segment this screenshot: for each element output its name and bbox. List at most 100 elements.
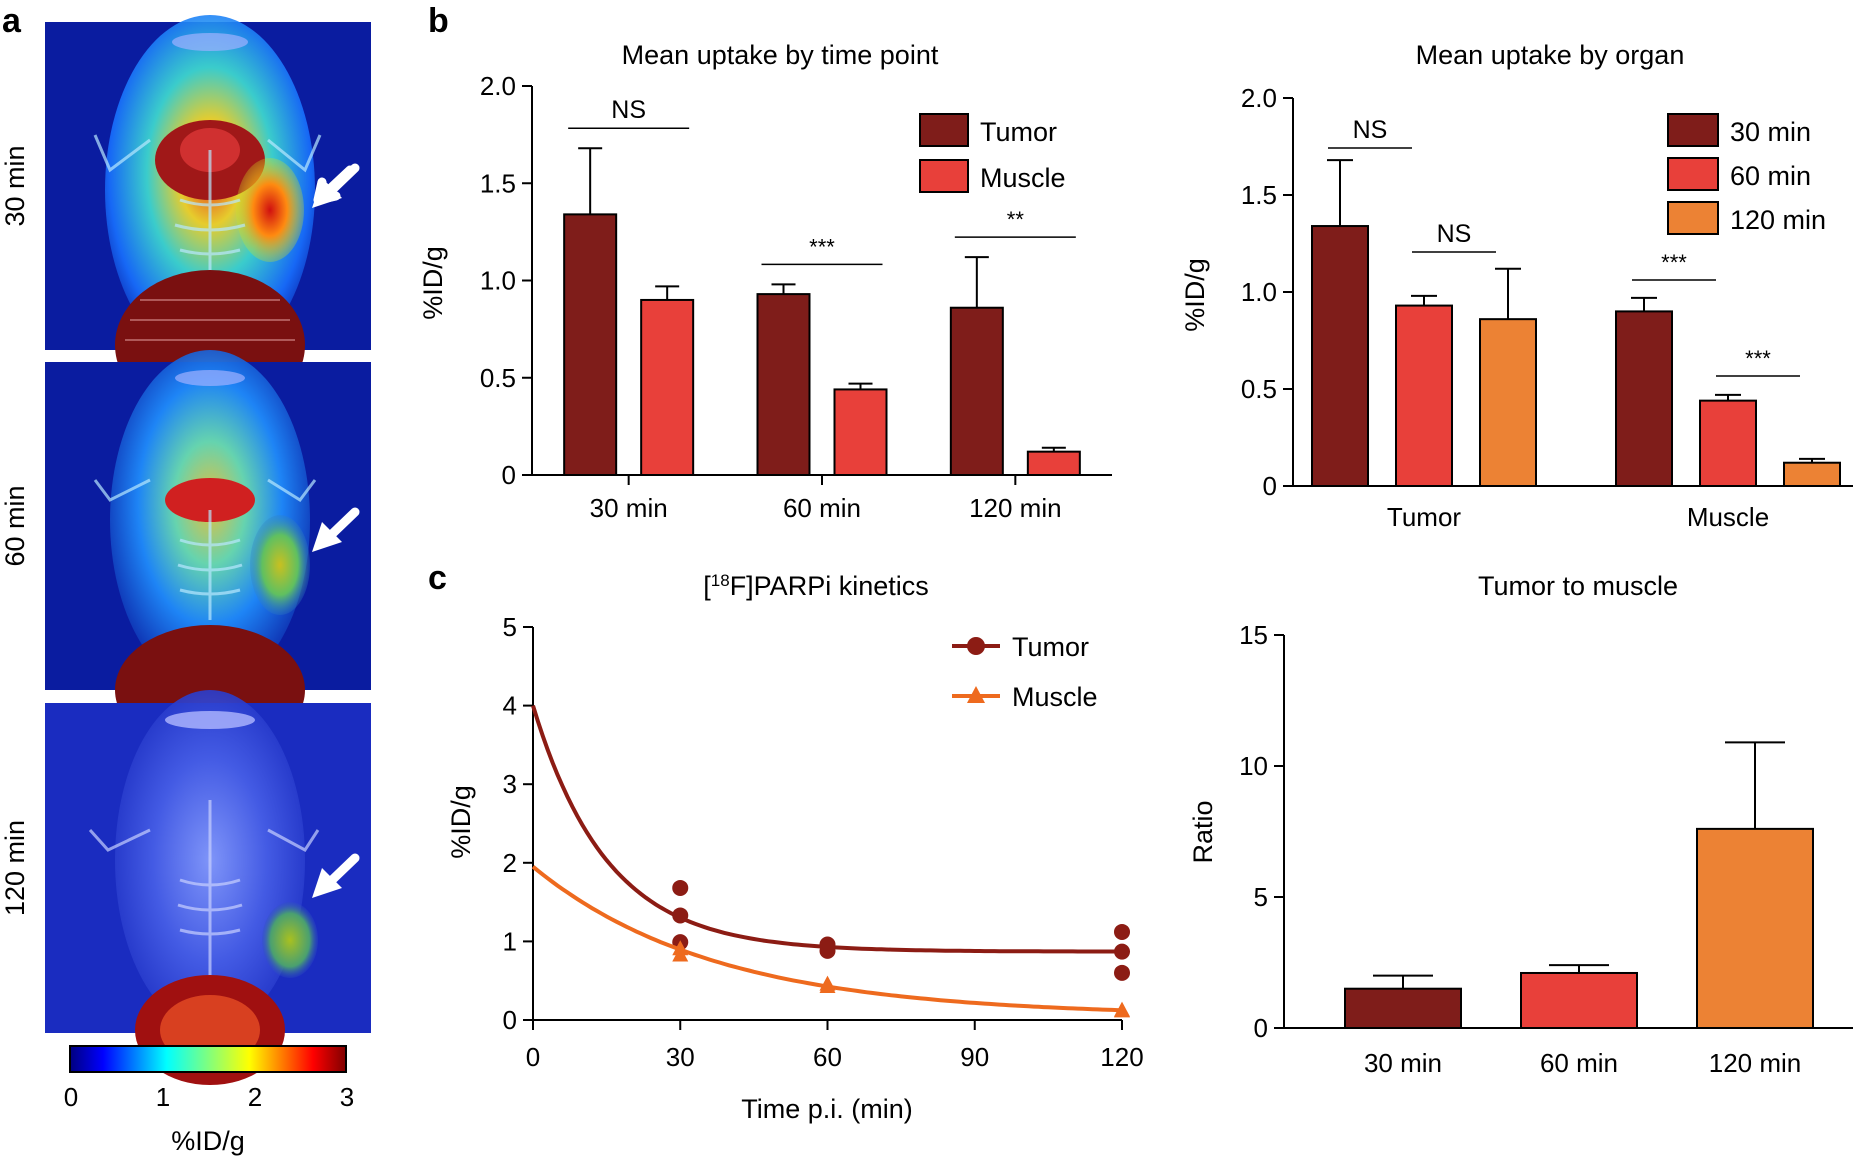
y-tick-label: 1.5	[1241, 180, 1277, 210]
chart-uptake-by-time-point: Mean uptake by time point %ID/g 0 0.5 1.0 1…	[418, 40, 1112, 523]
bar	[1026, 450, 1081, 477]
y-tick-label: 1.0	[480, 266, 516, 296]
legend-label: 30 min	[1730, 117, 1811, 147]
legend-label: 120 min	[1730, 205, 1826, 235]
y-tick-label: 2.0	[480, 71, 516, 101]
pet-image-120min	[45, 690, 371, 1085]
data-point	[1114, 923, 1130, 940]
fit-curve-tumor	[531, 705, 1122, 954]
x-tick-label: 0	[526, 1042, 540, 1072]
chart-title: Tumor to muscle	[1478, 571, 1678, 601]
y-tick-label: 15	[1239, 620, 1268, 650]
legend-label: Muscle	[980, 163, 1066, 193]
y-tick-label: 2.0	[1241, 83, 1277, 113]
bar	[1520, 971, 1638, 1029]
significance-label: **	[1007, 207, 1025, 232]
significance-label: ***	[809, 234, 835, 259]
data-point	[1114, 964, 1130, 981]
y-tick-label: 0.5	[1241, 374, 1277, 404]
colorbar-tick: 1	[156, 1082, 170, 1112]
significance-label: NS	[611, 96, 646, 124]
legend-swatch	[919, 159, 969, 193]
y-tick-label: 1.0	[1241, 277, 1277, 307]
significance-label: NS	[1353, 116, 1388, 144]
bar	[756, 293, 811, 476]
legend-label: Tumor	[980, 117, 1057, 147]
y-tick-label: 0	[503, 1005, 517, 1035]
bar	[563, 213, 618, 476]
legend-swatch	[919, 113, 969, 147]
x-axis-label: Time p.i. (min)	[741, 1094, 913, 1124]
time-label-30min: 30 min	[0, 145, 30, 226]
x-tick-label: 120	[1100, 1042, 1143, 1072]
colorbar: 0 1 2 3 %ID/g	[64, 1045, 354, 1156]
x-tick-label: 30 min	[590, 493, 668, 523]
y-tick-label: 1.5	[480, 168, 516, 198]
y-tick-label: 4	[503, 691, 517, 721]
bar	[1615, 310, 1673, 487]
y-axis-label: %ID/g	[1180, 258, 1210, 332]
bar	[1479, 318, 1537, 487]
x-tick-label: 90	[960, 1042, 989, 1072]
y-tick-label: 5	[1254, 882, 1268, 912]
chart-title: Mean uptake by time point	[622, 40, 939, 70]
y-tick-label: 0	[502, 460, 516, 490]
bar	[1311, 225, 1369, 487]
colorbar-label: %ID/g	[171, 1126, 245, 1156]
bar	[1696, 827, 1814, 1029]
x-tick-label: 60 min	[1540, 1048, 1618, 1078]
legend-marker	[967, 637, 985, 655]
legend-marker	[967, 686, 985, 703]
significance-label: ***	[1661, 250, 1687, 275]
pet-image-60min	[45, 350, 371, 755]
bar	[949, 306, 1004, 477]
time-label-60min: 60 min	[0, 485, 30, 566]
chart-title: Mean uptake by organ	[1416, 40, 1685, 70]
bar	[1699, 399, 1757, 488]
data-point	[672, 946, 689, 962]
panel-letter-c: c	[428, 559, 447, 597]
data-point	[1114, 943, 1130, 960]
x-tick-label: Tumor	[1387, 502, 1461, 532]
data-point	[1114, 1002, 1130, 1018]
x-tick-label: 30	[666, 1042, 695, 1072]
data-point	[672, 879, 689, 896]
y-tick-label: 0	[1263, 471, 1277, 501]
chart-parpi-kinetics: [18F]PARPi kinetics %ID/g Time p.i. (min…	[446, 571, 1144, 1125]
panel-letter-b: b	[428, 2, 449, 40]
data-point	[672, 907, 689, 924]
bar	[1344, 987, 1462, 1030]
y-tick-label: 0.5	[480, 363, 516, 393]
legend-label: Muscle	[1012, 682, 1098, 712]
legend-swatch	[1667, 113, 1719, 147]
colorbar-tick: 3	[340, 1082, 354, 1112]
y-axis-label: %ID/g	[446, 785, 476, 859]
significance-label: ***	[1745, 346, 1771, 371]
colorbar-tick: 2	[248, 1082, 262, 1112]
legend-label: 60 min	[1730, 161, 1811, 191]
y-axis-label: %ID/g	[418, 246, 448, 320]
x-tick-label: 120 min	[969, 493, 1062, 523]
chart-title: [18F]PARPi kinetics	[703, 571, 928, 602]
y-tick-label: 2	[503, 848, 517, 878]
significance-label: NS	[1437, 220, 1472, 248]
x-tick-label: 60 min	[783, 493, 861, 523]
bar	[640, 298, 695, 477]
time-label-120min: 120 min	[0, 820, 30, 916]
chart-uptake-by-organ: Mean uptake by organ %ID/g 0 0.5 1.0 1.5 2.0…	[1180, 40, 1853, 532]
legend-swatch	[1667, 201, 1719, 235]
colorbar-tick: 0	[64, 1082, 78, 1112]
y-tick-label: 0	[1254, 1013, 1268, 1043]
x-tick-label: 60	[813, 1042, 842, 1072]
pet-image-30min	[45, 15, 371, 420]
y-tick-label: 10	[1239, 751, 1268, 781]
bar	[1395, 304, 1453, 487]
data-point	[819, 977, 836, 993]
bar	[833, 388, 888, 477]
x-tick-label: 120 min	[1709, 1048, 1802, 1078]
x-tick-label: Muscle	[1687, 502, 1769, 532]
y-tick-label: 3	[503, 769, 517, 799]
panel-letter-a: a	[2, 2, 22, 40]
chart-tumor-to-muscle: Tumor to muscle Ratio 0 5 10 15 30 min 60 min…	[1188, 571, 1853, 1078]
